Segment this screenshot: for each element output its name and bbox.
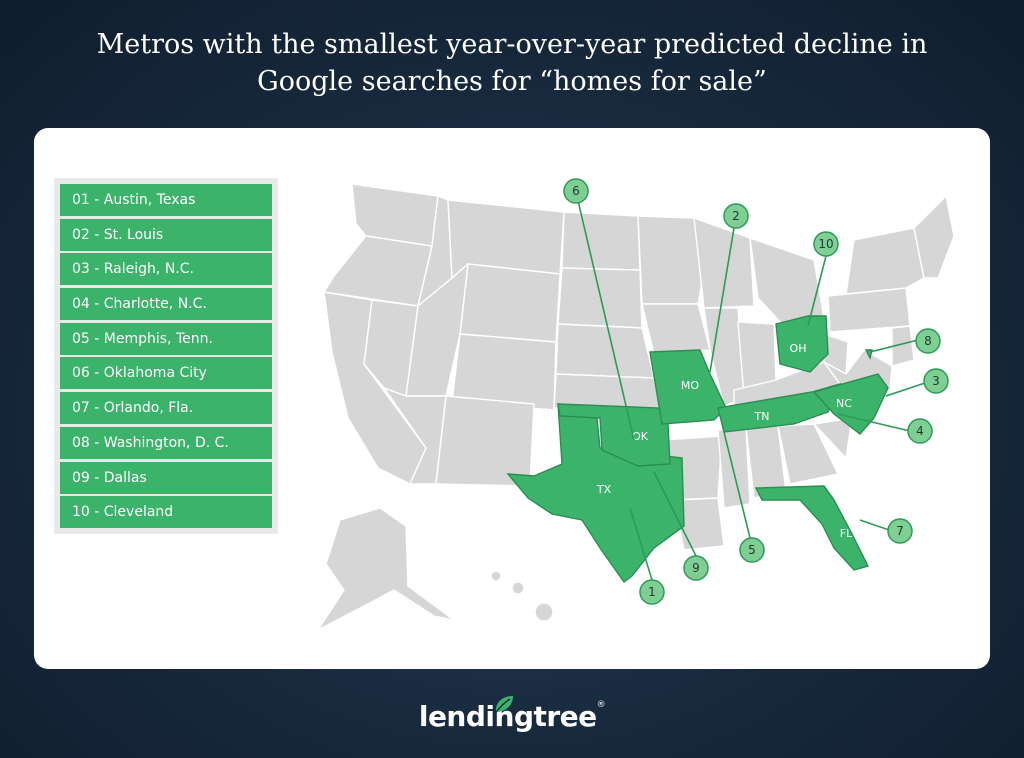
- callout-line-5: [723, 431, 751, 539]
- state-or: [322, 235, 433, 307]
- leaf-icon: [495, 696, 513, 713]
- callout-line-1: [629, 507, 653, 581]
- marker-5: 5: [739, 537, 765, 563]
- label-oh: OH: [790, 342, 807, 355]
- marker-2-label: 2: [732, 209, 740, 223]
- legend-item-2: 02 - St. Louis: [60, 218, 272, 251]
- state-hi-3: [534, 602, 554, 622]
- callout-line-9: [653, 471, 697, 557]
- marker-7: 7: [887, 518, 913, 544]
- callout-line-2: [709, 215, 737, 373]
- legend-item-8: 08 - Washington, D. C.: [60, 426, 272, 459]
- state-ny: [845, 227, 925, 295]
- legend-item-1: 01 - Austin, Texas: [60, 184, 272, 216]
- marker-3: 3: [923, 368, 949, 394]
- label-nc: NC: [836, 397, 852, 410]
- callout-line-7: [859, 519, 893, 532]
- marker-8: 8: [915, 328, 941, 354]
- us-map: TX OK MO TN NC OH FL 1 2: [315, 178, 955, 632]
- marker-8-label: 8: [924, 334, 932, 348]
- state-ms: [717, 427, 751, 509]
- marker-1: 1: [639, 579, 665, 605]
- marker-3-label: 3: [932, 374, 940, 388]
- page-title: Metros with the smallest year-over-year …: [40, 26, 984, 100]
- state-nc: [812, 373, 889, 435]
- state-fl: [754, 485, 870, 571]
- title-line-1: Metros with the smallest year-over-year …: [96, 29, 928, 60]
- label-fl: FL: [840, 527, 853, 540]
- legend-item-9: 09 - Dallas: [60, 461, 272, 494]
- state-nj-md: [891, 325, 915, 367]
- callout-line-3: [885, 381, 929, 397]
- marker-1-label: 1: [648, 585, 656, 599]
- state-oh: [775, 315, 829, 373]
- marker-6-label: 6: [572, 184, 580, 198]
- marker-10: 10: [813, 231, 839, 257]
- marker-9-label: 9: [692, 561, 700, 575]
- legend-item-3: 03 - Raleigh, N.C.: [60, 253, 272, 286]
- marker-6: 6: [563, 178, 589, 204]
- callout-line-6: [575, 191, 635, 441]
- label-tx: TX: [596, 483, 612, 496]
- state-ak: [315, 507, 455, 632]
- marker-4: 4: [907, 418, 933, 444]
- label-ok: OK: [632, 430, 649, 443]
- marker-5-label: 5: [748, 543, 756, 557]
- metro-legend: 01 - Austin, Texas 02 - St. Louis 03 - R…: [54, 178, 278, 535]
- state-mi: [749, 236, 825, 325]
- marker-10-label: 10: [818, 237, 833, 251]
- map-card: 01 - Austin, Texas 02 - St. Louis 03 - R…: [34, 128, 990, 669]
- state-wi: [693, 216, 755, 309]
- legend-item-10: 10 - Cleveland: [60, 496, 272, 529]
- state-sc: [812, 417, 853, 460]
- legend-item-5: 05 - Memphis, Tenn.: [60, 322, 272, 355]
- lendingtree-logo: lendingtree®: [0, 696, 1024, 733]
- state-ks: [553, 373, 661, 409]
- state-co: [451, 333, 557, 411]
- callout-line-8: [869, 339, 919, 353]
- state-pa: [827, 287, 911, 333]
- title-line-2: Google searches for “homes for sale”: [257, 66, 767, 97]
- state-nd: [561, 211, 641, 271]
- marker-2: 2: [723, 203, 749, 229]
- registered-mark: ®: [596, 700, 606, 710]
- state-hi-1: [490, 570, 502, 582]
- callout-line-4: [837, 413, 915, 433]
- state-hi-2: [511, 581, 525, 595]
- marker-4-label: 4: [916, 424, 924, 438]
- state-labels: TX OK MO TN NC OH FL: [596, 342, 853, 540]
- label-tn: TN: [754, 410, 770, 423]
- base-states: [315, 183, 955, 632]
- state-ne: [555, 323, 655, 379]
- legend-item-4: 04 - Charlotte, N.C.: [60, 288, 272, 321]
- marker-9: 9: [683, 555, 709, 581]
- state-nm: [435, 395, 535, 487]
- marker-7-label: 7: [896, 524, 904, 538]
- state-new-england: [913, 194, 955, 279]
- state-ia: [641, 303, 711, 355]
- label-mo: MO: [681, 379, 699, 392]
- callout-line-10: [807, 255, 827, 327]
- state-wy: [459, 263, 561, 343]
- state-ga: [777, 423, 840, 485]
- legend-item-6: 06 - Oklahoma City: [60, 357, 272, 390]
- highlighted-states: [506, 315, 889, 583]
- callout-lines: [575, 191, 929, 581]
- legend-item-7: 07 - Orlando, Fla.: [60, 392, 272, 425]
